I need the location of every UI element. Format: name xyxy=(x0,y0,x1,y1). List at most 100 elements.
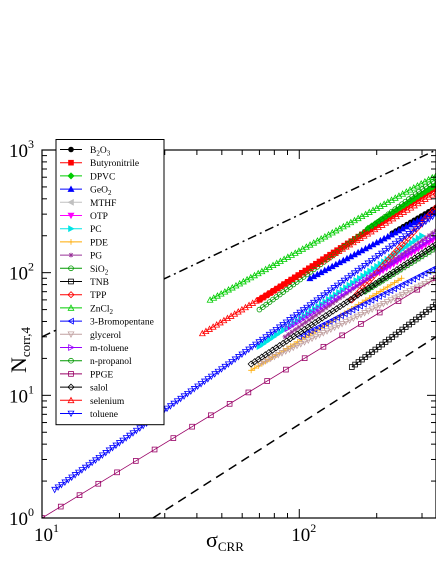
series-tpp xyxy=(348,203,436,304)
legend-entry-sio2: SiO2 xyxy=(60,265,109,276)
series-glycerol-point xyxy=(267,355,275,363)
series-toluene-point xyxy=(289,314,297,322)
series-pg-point xyxy=(303,319,308,325)
series-pg-point xyxy=(316,310,322,316)
series-glycerol-point xyxy=(304,337,312,344)
series-pg-point xyxy=(426,233,432,238)
series-3-bromopentane-point xyxy=(420,269,428,277)
series-3-bromopentane-point xyxy=(390,285,398,293)
series-glycerol-point xyxy=(270,353,278,361)
series-3-bromopentane-point xyxy=(352,304,360,312)
series-m-toluene-point xyxy=(309,309,316,317)
series-toluene-point xyxy=(102,450,110,457)
series-pg-point xyxy=(286,331,291,337)
series-toluene-point xyxy=(81,464,89,472)
series-3-bromopentane-point xyxy=(379,291,386,298)
series-glycerol-point xyxy=(346,317,354,324)
series-toluene-point xyxy=(299,307,307,314)
legend-label: ZnCl2 xyxy=(90,304,114,316)
series-toluene-point xyxy=(105,447,113,455)
series-m-toluene-point xyxy=(288,322,295,330)
y-axis-label-main: N xyxy=(6,357,31,373)
series-toluene-point xyxy=(68,474,76,482)
legend-label: PDE xyxy=(90,238,108,248)
series-m-toluene-point xyxy=(390,258,398,266)
reference-line-dashed xyxy=(152,336,436,518)
series-pg-point xyxy=(416,240,422,246)
series-pde-point xyxy=(377,288,384,295)
series-toluene-point xyxy=(98,452,106,459)
legend-entry-geo2: GeO2 xyxy=(60,185,112,197)
series-ppge-line xyxy=(42,277,436,518)
series-toluene-point xyxy=(316,295,324,302)
series-salol xyxy=(247,240,436,368)
x-tick-label: 101 xyxy=(34,521,59,546)
series-3-bromopentane-point xyxy=(341,310,348,318)
y-tick-label: 102 xyxy=(9,260,34,285)
legend-label: TPP xyxy=(90,291,106,301)
series-toluene-point xyxy=(85,462,93,469)
series-pg-point xyxy=(320,307,326,313)
series-pg-point xyxy=(334,298,339,304)
series-toluene-point xyxy=(245,346,253,354)
series-m-toluene-point xyxy=(380,265,387,273)
series-pc-point xyxy=(263,338,270,346)
legend-label: n-propanol xyxy=(90,357,132,367)
series-tnb-point xyxy=(433,301,436,308)
series-ppge-point xyxy=(264,378,270,384)
legend-entry-mthf: MTHF xyxy=(60,199,116,209)
series-3-bromopentane-point xyxy=(344,308,352,316)
legend-entry-n-propanol: n-propanol xyxy=(60,357,132,367)
series-m-toluene-point xyxy=(330,296,338,304)
series-pc-point xyxy=(419,232,426,240)
series-toluene-point xyxy=(54,484,62,491)
legend-marker xyxy=(67,317,74,325)
series-pg-point xyxy=(313,312,319,318)
series-tnb-line xyxy=(351,304,436,368)
series-pde-point xyxy=(398,275,405,282)
series-ppge-point xyxy=(76,492,83,498)
series-toluene-point xyxy=(126,432,134,440)
series-toluene-point xyxy=(374,253,382,260)
series-toluene-point xyxy=(183,390,191,398)
legend-entry-pde: PDE xyxy=(60,238,108,248)
series-m-toluene-point xyxy=(429,234,436,242)
legend-marker xyxy=(67,383,75,391)
series-toluene-point xyxy=(180,393,188,400)
legend-marker xyxy=(68,146,74,153)
series-3-bromopentane-point xyxy=(417,271,424,279)
legend-entry-dpvc: DPVC xyxy=(60,172,115,182)
series-m-toluene-point xyxy=(348,285,355,293)
series-pg-point xyxy=(430,230,435,236)
reference-line-dash-dot xyxy=(42,150,436,338)
series-glycerol-point xyxy=(406,288,414,295)
series-glycerol-point xyxy=(308,335,316,343)
series-toluene-point xyxy=(265,331,273,339)
series-glycerol-point xyxy=(342,319,350,326)
series-3-bromopentane-point xyxy=(337,312,344,320)
series-pg-point xyxy=(292,327,298,332)
series-pde-point xyxy=(395,277,401,284)
legend-marker xyxy=(68,265,74,272)
series-toluene-point xyxy=(326,287,334,295)
series-toluene-point xyxy=(275,324,283,331)
series-3-bromopentane-point xyxy=(367,296,375,304)
series-3-bromopentane-point xyxy=(398,281,405,289)
series-toluene-point xyxy=(320,292,328,299)
series-toluene-point xyxy=(207,373,215,381)
legend-label: glycerol xyxy=(90,331,121,341)
legend-marker xyxy=(68,278,74,285)
legend-entry-otp: OTP xyxy=(60,212,108,222)
series-pg-point xyxy=(289,329,295,335)
series-m-toluene-point xyxy=(408,247,415,255)
series-toluene-point xyxy=(330,285,338,292)
series-glycerol-point xyxy=(334,322,342,330)
series-m-toluene-line xyxy=(287,235,436,329)
x-axis-label: σCRR xyxy=(206,527,244,554)
series-m-toluene-point xyxy=(298,316,306,324)
series-glycerol-point xyxy=(379,301,387,308)
series-ppge-point xyxy=(208,412,214,419)
series-m-toluene-point xyxy=(358,278,366,286)
legend-entry-ppge: PPGE xyxy=(60,370,113,380)
series-toluene-point xyxy=(221,363,229,371)
